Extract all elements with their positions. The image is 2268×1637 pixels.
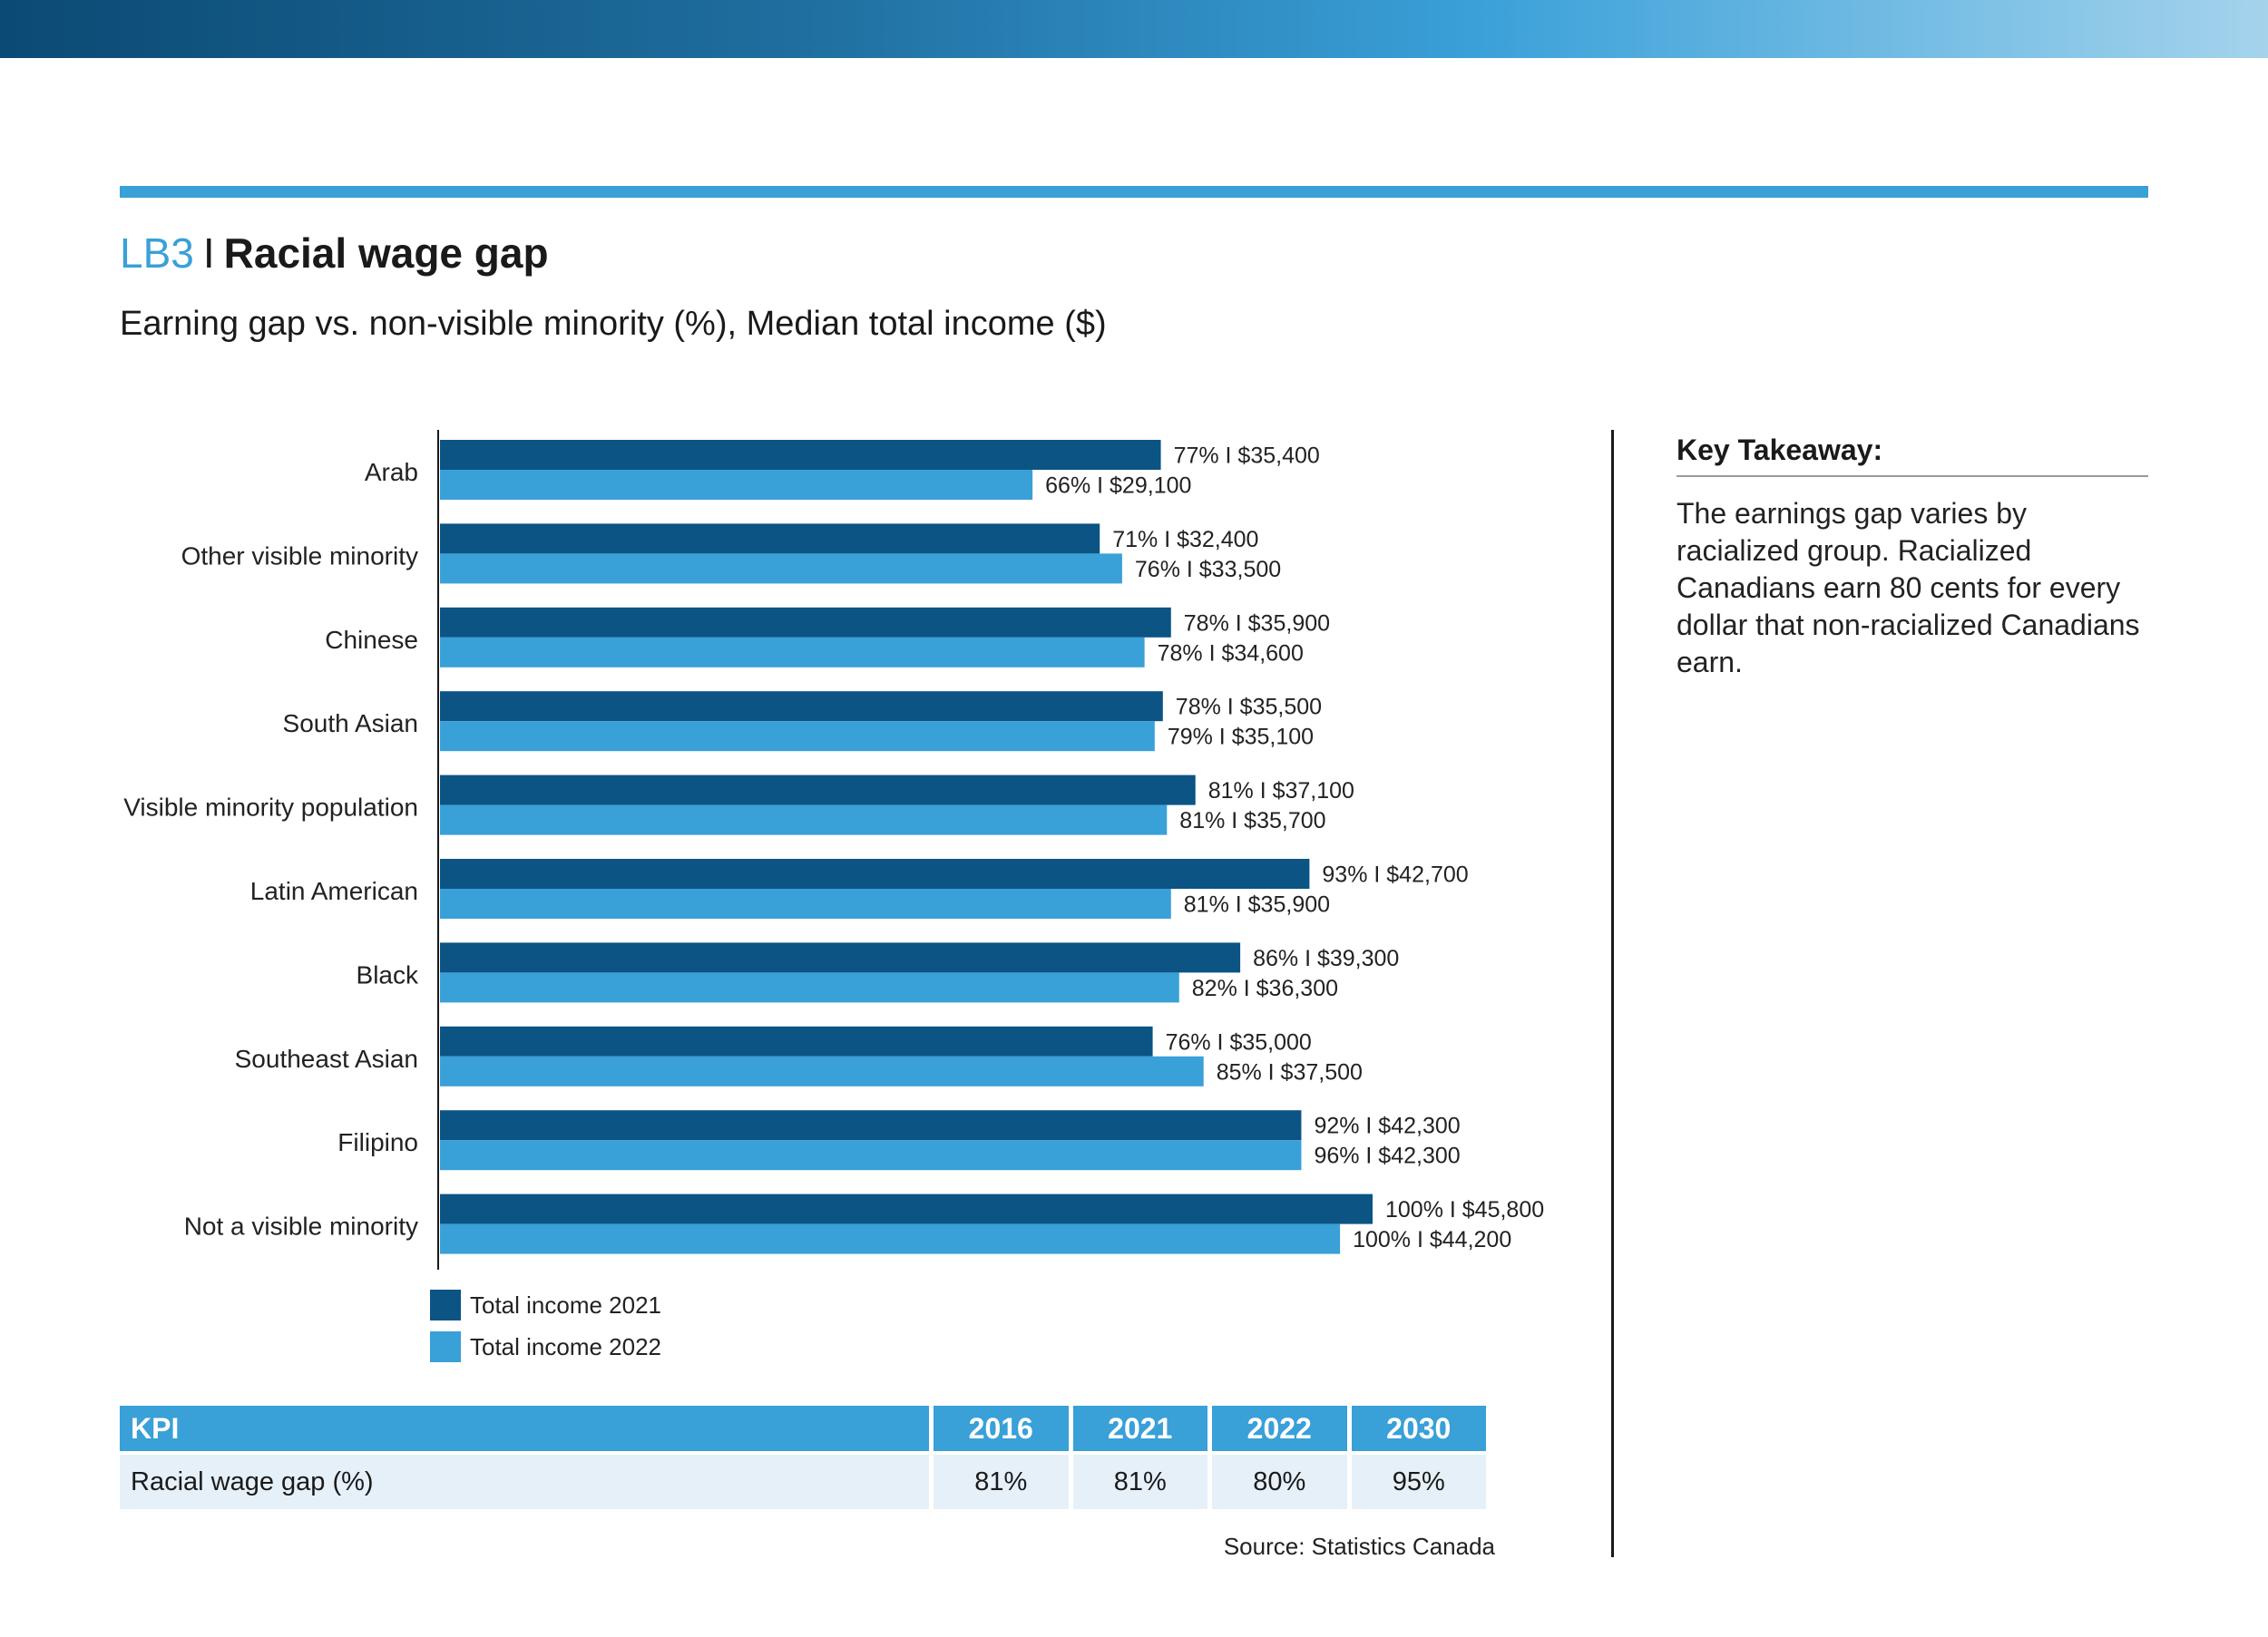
category-label: Not a visible minority [184,1213,418,1241]
chart-subtitle: Earning gap vs. non-visible minority (%)… [120,305,1107,343]
category-label: Chinese [325,626,418,654]
bar-2021 [440,523,1100,554]
legend-item-2021: Total income 2021 [430,1290,661,1320]
key-takeaway-rule [1677,475,2148,477]
report-code: LB3 [120,229,194,277]
data-label-2022: 82% I $36,300 [1192,976,1338,1001]
data-label-2022: 76% I $33,500 [1135,557,1281,582]
category-label: South Asian [283,709,418,737]
category-label: Other visible minority [181,541,418,570]
legend-swatch-2021 [430,1290,461,1320]
bar-2022 [440,470,1033,500]
page-title: LB3 I Racial wage gap [120,229,549,278]
data-label-2022: 79% I $35,100 [1168,725,1314,750]
data-label-2022: 85% I $37,500 [1217,1059,1363,1085]
data-label-2022: 81% I $35,700 [1179,808,1325,833]
legend-label-2021: Total income 2021 [470,1291,662,1319]
bar-2021 [440,1110,1302,1141]
data-label-2021: 77% I $35,400 [1174,443,1320,469]
bar-2021 [440,440,1161,470]
data-label-2021: 81% I $37,100 [1208,778,1354,804]
legend-label-2022: Total income 2022 [470,1332,662,1360]
kpi-value-2016: 81% [934,1451,1069,1509]
source-note: Source: Statistics Canada [1223,1533,1495,1560]
data-label-2022: 78% I $34,600 [1158,640,1304,666]
key-takeaway-text: The earnings gap varies by racialized gr… [1677,497,2140,678]
bar-2022 [440,804,1168,835]
bar-2022 [440,553,1122,584]
data-label-2021: 78% I $35,900 [1184,610,1330,636]
category-label: Black [357,960,419,989]
kpi-header-2022: 2022 [1212,1406,1347,1451]
legend-swatch-2022 [430,1331,461,1362]
legend-item-2022: Total income 2022 [430,1331,661,1362]
header-rule [120,186,2148,198]
bar-2022 [440,637,1145,667]
data-label-2022: 66% I $29,100 [1045,473,1191,499]
title-text: Racial wage gap [223,229,549,277]
kpi-row-label: Racial wage gap (%) [120,1451,929,1509]
kpi-header-row: KPI 2016 2021 2022 2030 [120,1406,1486,1451]
table-row: Racial wage gap (%) 81% 81% 80% 95% [120,1451,1486,1509]
kpi-header-2030: 2030 [1351,1406,1486,1451]
category-label: Filipino [337,1128,418,1156]
data-label-2021: 100% I $45,800 [1385,1197,1544,1223]
data-label-2022: 96% I $42,300 [1314,1144,1460,1169]
vertical-divider [1611,430,1614,1557]
bar-2022 [440,889,1171,919]
bar-2021 [440,859,1310,889]
data-label-2021: 93% I $42,700 [1322,862,1468,888]
bar-2021 [440,942,1241,973]
kpi-value-2022: 80% [1212,1451,1347,1509]
bar-2022 [440,972,1179,1003]
bar-2021 [440,691,1163,722]
bar-2022 [440,1223,1341,1254]
data-label-2022: 100% I $44,200 [1353,1227,1511,1252]
chart-legend: Total income 2021 Total income 2022 [430,1290,661,1373]
bar-2021 [440,607,1171,638]
data-label-2021: 92% I $42,300 [1314,1114,1460,1139]
category-label: Arab [365,458,418,486]
bar-2021 [440,1026,1153,1057]
top-gradient-bar [0,0,2268,58]
data-label-2021: 86% I $39,300 [1253,946,1399,971]
category-label: Latin American [250,877,418,905]
category-label: Southeast Asian [235,1045,418,1073]
kpi-value-2030: 95% [1351,1451,1486,1509]
kpi-value-2021: 81% [1072,1451,1207,1509]
bar-2022 [440,1140,1302,1171]
key-takeaway-title: Key Takeaway: [1677,434,1883,466]
kpi-header-2016: 2016 [934,1406,1069,1451]
title-separator: I [202,229,215,277]
bar-2022 [440,721,1155,752]
bar-2021 [440,775,1196,805]
bar-2022 [440,1056,1204,1086]
data-label-2021: 71% I $32,400 [1112,527,1258,552]
bar-2021 [440,1194,1373,1224]
data-label-2021: 76% I $35,000 [1166,1029,1312,1055]
kpi-header-label: KPI [120,1406,929,1451]
data-label-2021: 78% I $35,500 [1176,695,1322,720]
kpi-header-2021: 2021 [1072,1406,1207,1451]
category-label: Visible minority population [123,794,418,822]
kpi-table: KPI 2016 2021 2022 2030 Racial wage gap … [115,1406,1491,1509]
data-label-2022: 81% I $35,900 [1184,892,1330,918]
